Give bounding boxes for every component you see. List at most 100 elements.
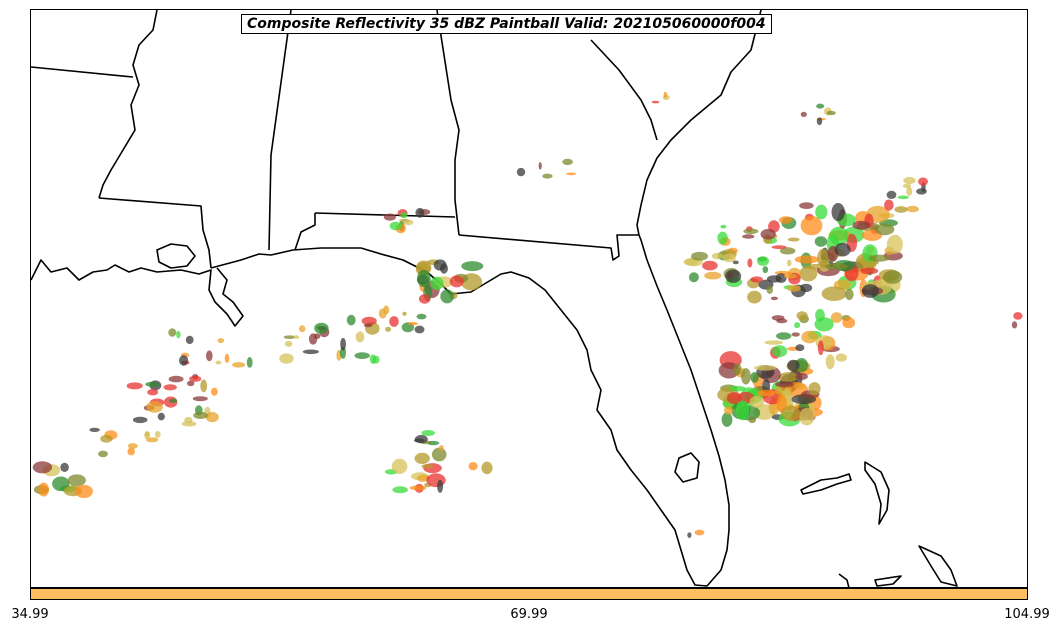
reflectivity-blob bbox=[757, 256, 769, 266]
reflectivity-blob bbox=[38, 482, 49, 497]
reflectivity-blob bbox=[416, 313, 427, 320]
reflectivity-blob bbox=[354, 352, 370, 359]
reflectivity-blob bbox=[884, 199, 894, 211]
reflectivity-blob bbox=[32, 461, 53, 474]
reflectivity-blob bbox=[814, 236, 828, 247]
reflectivity-blob bbox=[787, 237, 800, 242]
ms-al-border bbox=[268, 10, 292, 251]
reflectivity-blob bbox=[562, 158, 573, 166]
reflectivity-blob bbox=[860, 267, 879, 275]
reflectivity-blob bbox=[736, 400, 750, 421]
reflectivity-blob bbox=[431, 447, 447, 462]
reflectivity-blob bbox=[437, 479, 444, 493]
reflectivity-blob bbox=[176, 330, 181, 339]
reflectivity-blob bbox=[694, 529, 705, 536]
reflectivity-blob bbox=[776, 332, 792, 340]
reflectivity-blob bbox=[378, 308, 387, 319]
reflectivity-blob bbox=[430, 276, 444, 290]
reflectivity-blob bbox=[747, 258, 753, 268]
reflectivity-blob bbox=[283, 335, 296, 340]
reflectivity-blob bbox=[795, 344, 805, 352]
reflectivity-blob bbox=[246, 357, 253, 368]
reflectivity-blob bbox=[449, 275, 464, 288]
reflectivity-blob bbox=[169, 398, 178, 403]
reflectivity-blob bbox=[741, 368, 751, 385]
atlantic-coast-north bbox=[636, 10, 762, 236]
reflectivity-blob bbox=[688, 272, 699, 283]
reflectivity-blob bbox=[794, 382, 806, 390]
reflectivity-blob bbox=[770, 296, 779, 301]
bahamas-abaco bbox=[864, 461, 890, 525]
reflectivity-blob bbox=[868, 254, 890, 262]
reflectivity-blob bbox=[781, 405, 801, 421]
reflectivity-blob bbox=[132, 416, 148, 424]
colorbar-tick-min: 34.99 bbox=[11, 607, 49, 622]
reflectivity-blob bbox=[764, 340, 783, 345]
reflectivity-blob bbox=[861, 284, 879, 298]
reflectivity-blob bbox=[783, 273, 798, 279]
lake-okeechobee bbox=[674, 452, 700, 483]
reflectivity-blob bbox=[906, 205, 919, 213]
reflectivity-blob bbox=[402, 311, 407, 316]
reflectivity-blob bbox=[720, 224, 727, 229]
reflectivity-blob bbox=[750, 276, 763, 283]
reflectivity-blob bbox=[340, 346, 346, 359]
reflectivity-blob bbox=[206, 350, 213, 362]
reflectivity-blob bbox=[794, 322, 801, 329]
reflectivity-blob bbox=[723, 406, 734, 415]
reflectivity-blob bbox=[346, 314, 356, 326]
ms-la-river-border bbox=[98, 10, 158, 199]
reflectivity-blob bbox=[702, 260, 718, 271]
reflectivity-blob bbox=[791, 332, 800, 337]
reflectivity-blob bbox=[147, 389, 159, 396]
ar-border bbox=[31, 66, 134, 78]
reflectivity-blob bbox=[842, 317, 856, 329]
reflectivity-blob bbox=[1011, 321, 1018, 329]
reflectivity-blob bbox=[205, 412, 219, 423]
reflectivity-blob bbox=[801, 330, 818, 344]
reflectivity-blob bbox=[417, 270, 431, 288]
reflectivity-blob bbox=[918, 177, 928, 186]
reflectivity-blob bbox=[144, 431, 151, 440]
reflectivity-blob bbox=[826, 110, 836, 116]
reflectivity-blob bbox=[126, 382, 143, 390]
reflectivity-blob bbox=[772, 345, 788, 358]
reflectivity-blob bbox=[817, 248, 829, 268]
reflectivity-blob bbox=[831, 203, 845, 222]
reflectivity-blob bbox=[400, 212, 408, 219]
reflectivity-blob bbox=[733, 363, 742, 376]
reflectivity-blob bbox=[193, 411, 208, 419]
reflectivity-blob bbox=[383, 213, 396, 221]
reflectivity-blob bbox=[742, 234, 755, 239]
reflectivity-blob bbox=[825, 354, 835, 370]
reflectivity-blob bbox=[440, 289, 454, 304]
reflectivity-blob bbox=[778, 372, 799, 383]
reflectivity-blob bbox=[748, 416, 757, 424]
reflectivity-blob bbox=[663, 91, 668, 98]
reflectivity-blob bbox=[815, 204, 828, 220]
reflectivity-blob bbox=[722, 253, 736, 263]
reflectivity-blob bbox=[127, 443, 138, 449]
reflectivity-blob bbox=[762, 379, 771, 393]
reflectivity-blob bbox=[468, 462, 478, 471]
reflectivity-blob bbox=[538, 162, 542, 170]
reflectivity-blob bbox=[146, 437, 159, 443]
reflectivity-blob bbox=[756, 389, 776, 397]
reflectivity-blob bbox=[440, 263, 448, 274]
colorbar bbox=[30, 588, 1028, 600]
ms-south-border bbox=[98, 197, 212, 269]
reflectivity-blob bbox=[800, 216, 823, 236]
ga-fl-border bbox=[458, 234, 639, 261]
reflectivity-blob bbox=[691, 251, 708, 261]
reflectivity-blob bbox=[302, 349, 319, 355]
reflectivity-blob bbox=[717, 231, 728, 245]
reflectivity-blob bbox=[414, 325, 425, 334]
reflectivity-blob bbox=[834, 242, 851, 257]
reflectivity-blob bbox=[157, 412, 165, 421]
reflectivity-blob bbox=[852, 220, 870, 230]
reflectivity-blob bbox=[461, 261, 484, 272]
reflectivity-blob bbox=[189, 375, 202, 382]
reflectivity-blob bbox=[224, 353, 230, 363]
al-ga-border bbox=[436, 10, 460, 236]
reflectivity-blob bbox=[385, 326, 392, 332]
